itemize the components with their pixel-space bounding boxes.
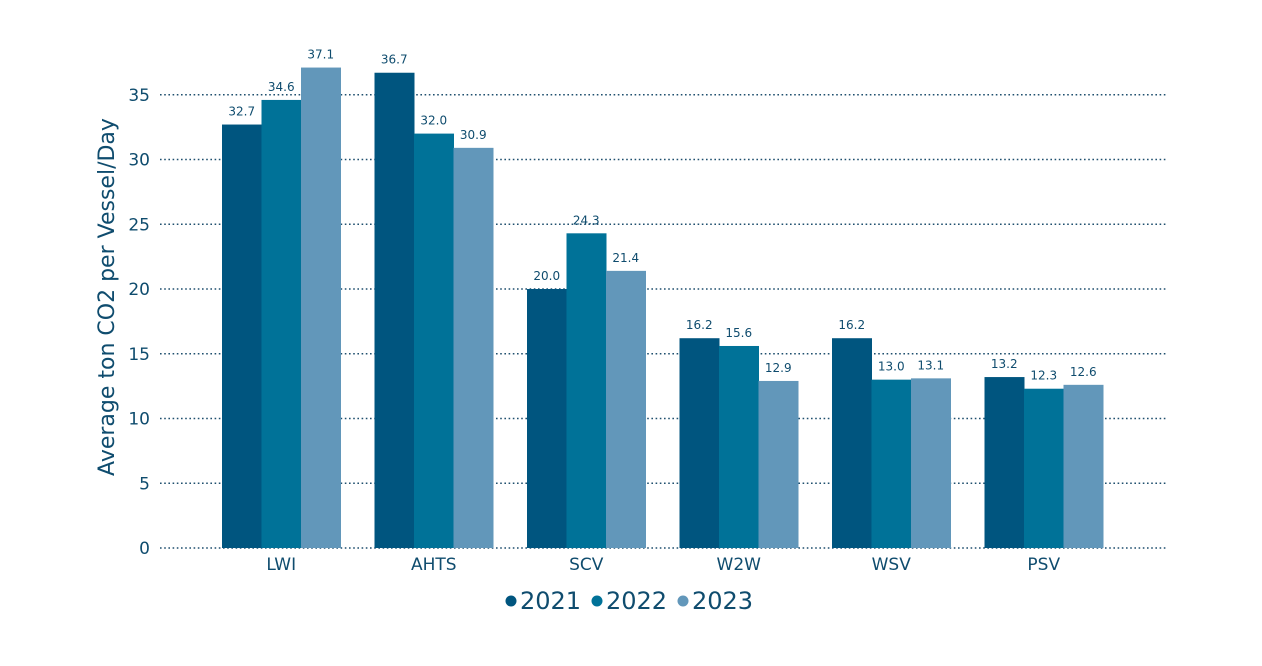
x-axis-ticks: LWI AHTS SCV W2W WSV PSV — [266, 555, 1060, 575]
data-label-ahts-2023: 30.9 — [460, 128, 487, 142]
data-label-psv-2023: 12.6 — [1070, 365, 1097, 379]
bar-scv-2023 — [606, 270, 646, 548]
bar-wsv-2021 — [832, 338, 872, 548]
data-label-lwi-2023: 37.1 — [307, 48, 334, 62]
data-label-scv-2023: 21.4 — [612, 251, 639, 265]
data-label-w2w-2022: 15.6 — [725, 326, 752, 340]
x-tick-label: PSV — [1027, 555, 1060, 575]
legend-marker-2023 — [677, 595, 689, 607]
y-tick-label: 10 — [128, 410, 150, 430]
data-label-wsv-2021: 16.2 — [838, 318, 865, 332]
y-tick-label: 25 — [128, 215, 150, 235]
legend-label-2022: 2022 — [606, 587, 667, 615]
x-tick-label: LWI — [266, 555, 296, 575]
bar-wsv-2023 — [911, 378, 951, 548]
legend-label-2023: 2023 — [692, 587, 753, 615]
bars — [222, 67, 1104, 549]
data-label-psv-2022: 12.3 — [1030, 369, 1057, 383]
data-label-w2w-2023: 12.9 — [765, 361, 792, 375]
y-tick-label: 35 — [128, 86, 150, 106]
legend-marker-2021 — [505, 595, 517, 607]
legend-marker-2022 — [591, 595, 603, 607]
bar-psv-2023 — [1063, 384, 1104, 548]
data-label-scv-2021: 20.0 — [533, 269, 560, 283]
y-axis-label: Average ton CO2 per Vessel/Day — [95, 118, 120, 476]
data-label-scv-2022: 24.3 — [573, 213, 600, 227]
bar-ahts-2022 — [414, 133, 454, 548]
y-axis-ticks: 0 5 10 15 20 25 30 35 — [128, 86, 150, 559]
bar-wsv-2022 — [871, 379, 912, 548]
legend-label-2021: 2021 — [520, 587, 581, 615]
data-label-ahts-2022: 32.0 — [420, 114, 447, 128]
y-tick-label: 30 — [128, 151, 150, 171]
bar-scv-2021 — [527, 289, 567, 548]
bar-lwi-2023 — [301, 67, 341, 549]
bar-ahts-2021 — [374, 72, 415, 549]
data-labels: 32.7 34.6 37.1 36.7 32.0 30.9 20.0 24.3 21.4 16.2… — [228, 48, 1096, 383]
y-tick-label: 5 — [139, 474, 150, 494]
data-label-lwi-2022: 34.6 — [268, 80, 295, 94]
bar-w2w-2023 — [758, 380, 799, 548]
x-tick-label: SCV — [569, 555, 604, 575]
data-label-wsv-2022: 13.0 — [878, 360, 905, 374]
y-tick-label: 20 — [128, 280, 150, 300]
bar-psv-2021 — [984, 377, 1025, 548]
bar-lwi-2021 — [222, 124, 262, 548]
y-tick-label: 15 — [128, 345, 150, 365]
data-label-ahts-2021: 36.7 — [381, 53, 408, 67]
data-label-psv-2021: 13.2 — [991, 357, 1018, 371]
data-label-w2w-2021: 16.2 — [686, 318, 713, 332]
data-label-wsv-2023: 13.1 — [917, 358, 944, 372]
bar-ahts-2023 — [453, 147, 494, 548]
data-label-lwi-2021: 32.7 — [228, 105, 255, 119]
bar-psv-2022 — [1024, 388, 1064, 548]
x-tick-label: WSV — [872, 555, 912, 575]
bar-lwi-2022 — [261, 99, 302, 549]
bar-scv-2022 — [566, 233, 607, 548]
y-tick-label: 0 — [139, 539, 150, 559]
legend: 2021 2022 2023 — [505, 587, 753, 615]
bar-w2w-2021 — [679, 338, 720, 548]
x-tick-label: AHTS — [411, 555, 457, 575]
x-tick-label: W2W — [717, 555, 762, 575]
bar-w2w-2022 — [719, 345, 759, 548]
